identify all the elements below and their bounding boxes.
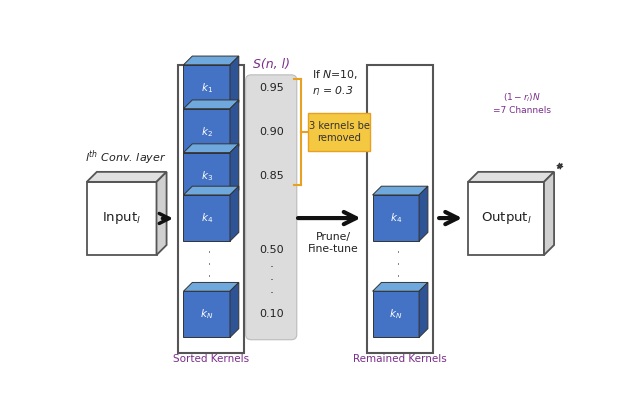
Text: $l^{th}$ Conv. layer: $l^{th}$ Conv. layer <box>85 148 167 166</box>
Polygon shape <box>373 283 428 291</box>
Text: $k_{N}$: $k_{N}$ <box>389 307 403 321</box>
Polygon shape <box>183 56 239 65</box>
Polygon shape <box>183 152 230 199</box>
Polygon shape <box>183 109 230 155</box>
Polygon shape <box>183 195 230 241</box>
Text: Input$_l$: Input$_l$ <box>102 211 141 227</box>
Text: Sorted Kernels: Sorted Kernels <box>173 353 249 364</box>
Text: ·  ·  ·: · · · <box>205 249 217 277</box>
Polygon shape <box>419 283 428 337</box>
Polygon shape <box>419 186 428 241</box>
Text: $k_{2}$: $k_{2}$ <box>201 125 212 139</box>
Polygon shape <box>230 56 239 111</box>
Text: Output$_l$: Output$_l$ <box>481 211 532 227</box>
Polygon shape <box>183 100 239 109</box>
Polygon shape <box>230 186 239 241</box>
Bar <box>178 65 244 353</box>
Polygon shape <box>183 186 239 195</box>
Text: 0.90: 0.90 <box>259 127 284 137</box>
Text: Remained Kernels: Remained Kernels <box>353 353 447 364</box>
Bar <box>367 65 433 353</box>
Text: $r_l$ = 0.3: $r_l$ = 0.3 <box>312 84 353 98</box>
Polygon shape <box>183 65 230 111</box>
Text: 3 kernels be
removed: 3 kernels be removed <box>309 121 370 143</box>
Polygon shape <box>230 283 239 337</box>
Polygon shape <box>183 283 239 291</box>
Polygon shape <box>183 144 239 152</box>
Bar <box>468 182 544 255</box>
Text: 0.85: 0.85 <box>259 171 284 181</box>
Polygon shape <box>230 100 239 155</box>
Polygon shape <box>230 144 239 199</box>
Text: ·
·
·: · · · <box>269 261 273 300</box>
Text: $k_{1}$: $k_{1}$ <box>201 81 213 95</box>
Polygon shape <box>373 186 428 195</box>
Polygon shape <box>468 172 554 182</box>
Polygon shape <box>544 172 554 255</box>
Text: $k_{4}$: $k_{4}$ <box>200 211 213 225</box>
Text: S(n, l): S(n, l) <box>253 58 289 71</box>
Text: ·  ·  ·: · · · <box>394 249 407 277</box>
Text: $(1 - r_l)N$
=7 Channels: $(1 - r_l)N$ =7 Channels <box>494 91 551 115</box>
Text: Prune/
Fine-tune: Prune/ Fine-tune <box>308 232 358 254</box>
Polygon shape <box>157 172 167 255</box>
Bar <box>308 112 370 151</box>
Text: If $N$=10,: If $N$=10, <box>312 68 358 81</box>
Text: $k_{3}$: $k_{3}$ <box>201 169 213 183</box>
FancyBboxPatch shape <box>246 75 297 340</box>
Polygon shape <box>373 195 419 241</box>
Text: 0.50: 0.50 <box>259 245 284 255</box>
Polygon shape <box>373 291 419 337</box>
Polygon shape <box>87 172 167 182</box>
Text: 0.10: 0.10 <box>259 309 284 319</box>
Polygon shape <box>183 291 230 337</box>
Text: $k_{N}$: $k_{N}$ <box>200 307 214 321</box>
Text: $k_{4}$: $k_{4}$ <box>390 211 402 225</box>
Text: 0.95: 0.95 <box>259 83 284 93</box>
Bar <box>87 182 157 255</box>
